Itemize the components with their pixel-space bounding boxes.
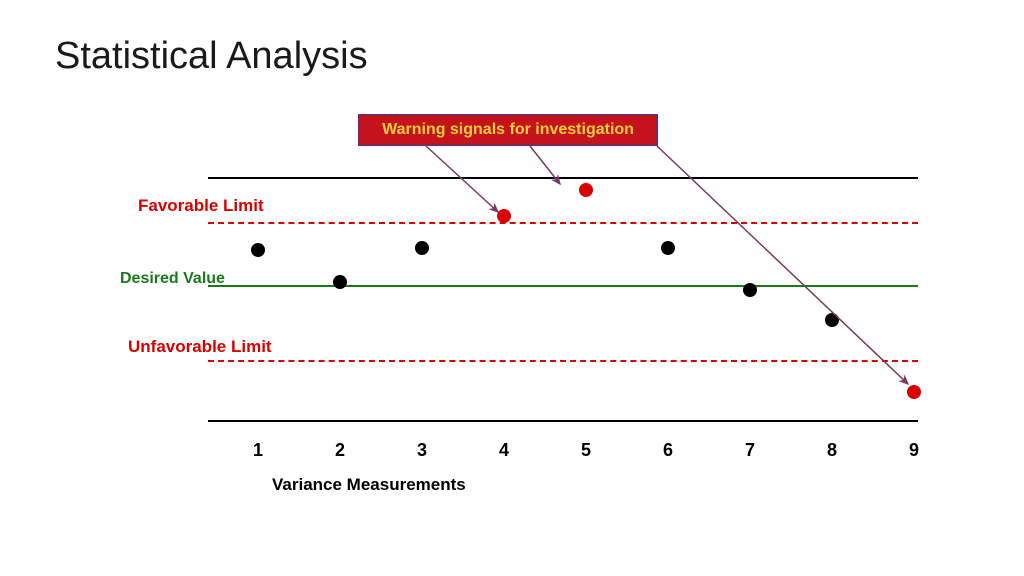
data-point bbox=[497, 209, 511, 223]
callout-arrow bbox=[657, 146, 908, 384]
data-point bbox=[579, 183, 593, 197]
unfavorable-limit-line bbox=[208, 360, 918, 362]
callout-arrows bbox=[0, 0, 1024, 576]
data-point bbox=[333, 275, 347, 289]
x-tick: 5 bbox=[581, 440, 591, 461]
x-tick: 7 bbox=[745, 440, 755, 461]
favorable-limit-label: Favorable Limit bbox=[138, 196, 264, 216]
x-tick: 1 bbox=[253, 440, 263, 461]
chart-bottom-border bbox=[208, 420, 918, 422]
x-tick: 8 bbox=[827, 440, 837, 461]
callout-arrow bbox=[426, 146, 498, 212]
desired-value-label: Desired Value bbox=[120, 270, 225, 288]
data-point bbox=[251, 243, 265, 257]
warning-callout: Warning signals for investigation bbox=[358, 114, 658, 146]
x-tick: 3 bbox=[417, 440, 427, 461]
chart-top-border bbox=[208, 177, 918, 179]
x-tick: 2 bbox=[335, 440, 345, 461]
slide: Statistical Analysis Favorable Limit Des… bbox=[0, 0, 1024, 576]
data-point bbox=[661, 241, 675, 255]
x-axis-title: Variance Measurements bbox=[272, 475, 466, 495]
x-tick: 6 bbox=[663, 440, 673, 461]
data-point bbox=[907, 385, 921, 399]
desired-value-line bbox=[208, 285, 918, 287]
data-point bbox=[825, 313, 839, 327]
unfavorable-limit-label: Unfavorable Limit bbox=[128, 337, 272, 357]
control-chart: Favorable Limit Desired Value Unfavorabl… bbox=[0, 0, 1024, 576]
data-point bbox=[743, 283, 757, 297]
data-point bbox=[415, 241, 429, 255]
x-tick: 4 bbox=[499, 440, 509, 461]
favorable-limit-line bbox=[208, 222, 918, 224]
x-tick: 9 bbox=[909, 440, 919, 461]
